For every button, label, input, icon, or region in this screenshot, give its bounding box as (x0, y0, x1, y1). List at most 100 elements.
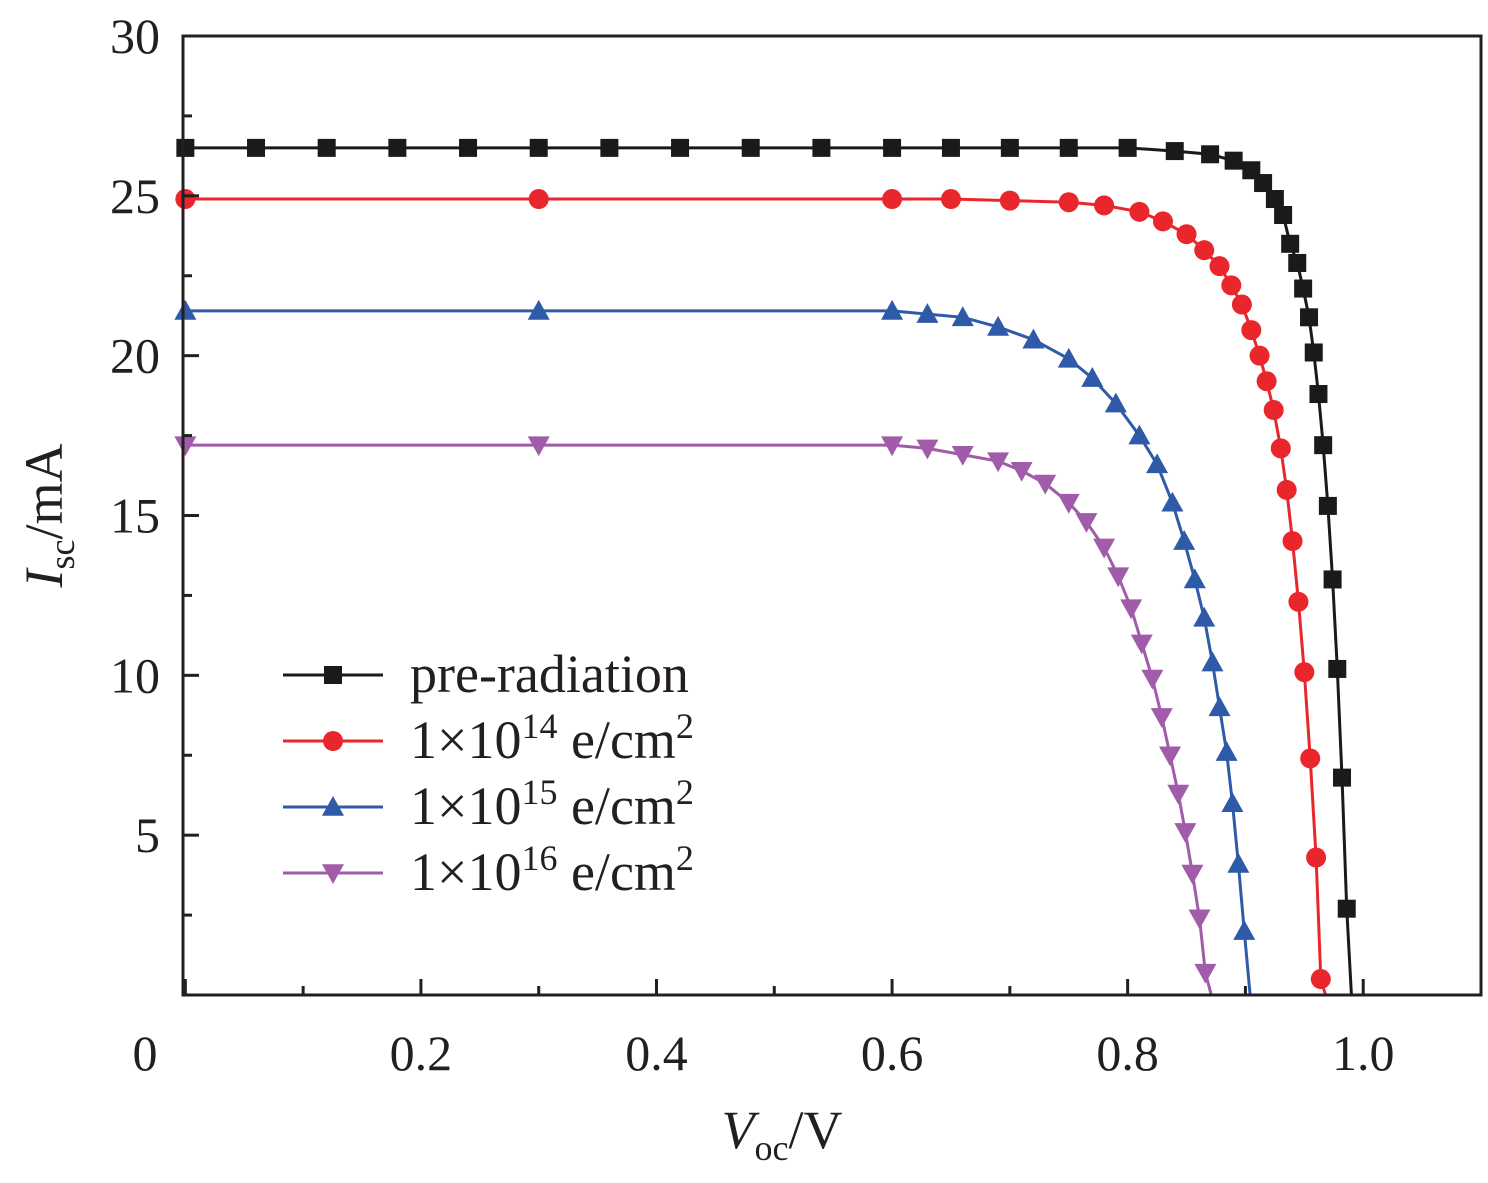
data-point (1194, 240, 1215, 261)
series-line (185, 146, 1357, 997)
data-point (1300, 308, 1319, 327)
data-point (529, 138, 548, 157)
x-axis-label-symbol: V (722, 1100, 761, 1160)
data-point (1215, 741, 1238, 761)
data-point (176, 138, 195, 157)
y-axis-label-symbol: I (14, 567, 74, 589)
series-layer (174, 138, 1357, 997)
legend-label-exponent: 15 (521, 772, 557, 812)
data-point (1249, 345, 1270, 366)
data-point (1328, 659, 1347, 678)
data-point (317, 138, 336, 157)
data-point (175, 189, 196, 210)
data-point (883, 138, 902, 157)
data-point (1146, 453, 1169, 474)
data-point (1201, 651, 1224, 672)
data-point (881, 436, 904, 457)
y-tick-label: 15 (110, 488, 160, 544)
data-point (1318, 496, 1337, 515)
data-point (1294, 662, 1315, 683)
data-point (1174, 823, 1197, 843)
data-point (1059, 138, 1078, 157)
data-point (1306, 847, 1327, 868)
data-point (1120, 599, 1143, 620)
x-tick-label: 1.0 (1332, 1025, 1395, 1081)
axes: 0 0.2 0.4 0.6 0.8 1.0 5 10 15 20 25 30 (110, 8, 1483, 1081)
data-point (1263, 400, 1284, 421)
y-tick-label: 20 (110, 328, 160, 384)
data-point (1221, 792, 1244, 812)
data-point (174, 436, 197, 457)
legend-swatch-marker (322, 796, 344, 816)
data-point (1130, 634, 1153, 655)
legend-label-text: pre-radiation (410, 644, 689, 704)
y-axis-label: Isc/mA (14, 444, 82, 589)
data-point (671, 138, 690, 157)
data-point (1227, 852, 1250, 873)
data-point (1254, 174, 1273, 193)
data-point (881, 299, 904, 320)
data-point (1188, 909, 1211, 930)
data-point (1104, 392, 1127, 413)
x-axis-label-subscript: oc (755, 1128, 789, 1168)
legend-label: 1×1014 e/cm2 (410, 706, 694, 770)
legend-label-unit-exponent: 2 (676, 838, 694, 878)
data-point (1183, 568, 1206, 589)
legend-swatch-marker (324, 666, 342, 684)
data-point (1208, 696, 1231, 717)
data-point (1265, 190, 1284, 209)
data-point (1129, 201, 1150, 222)
data-point (1233, 920, 1256, 940)
data-point (940, 189, 961, 210)
data-point (1193, 606, 1216, 627)
data-point (527, 436, 550, 457)
data-point (1181, 864, 1204, 885)
x-axis-label: Voc/V (722, 1100, 843, 1168)
legend-item: 1×1016 e/cm2 (283, 838, 694, 902)
y-tick-label: 5 (135, 807, 160, 863)
data-point (1294, 279, 1313, 298)
data-point (1256, 371, 1277, 392)
data-point (1057, 493, 1080, 514)
legend-label-unit-exponent: 2 (676, 706, 694, 746)
data-point (1128, 424, 1151, 445)
y-tick-label: 25 (110, 168, 160, 224)
y-tick-label: 10 (110, 647, 160, 703)
legend-label-unit-exponent: 2 (676, 772, 694, 812)
x-axis-label-unit: /V (788, 1100, 842, 1160)
data-point (1176, 224, 1197, 245)
series-4 (174, 436, 1224, 997)
data-point (941, 138, 960, 157)
data-point (1224, 151, 1243, 170)
series-line (185, 443, 1224, 997)
data-point (987, 315, 1010, 336)
data-point (1209, 256, 1230, 277)
data-point (1304, 343, 1323, 362)
data-point (459, 138, 478, 157)
data-point (812, 138, 831, 157)
data-point (1167, 784, 1190, 805)
data-point (951, 445, 974, 466)
x-tick-label: 0 (133, 1025, 158, 1081)
y-axis-label-subscript: sc (42, 540, 82, 570)
legend-swatch-marker (322, 864, 344, 884)
legend-item: pre-radiation (283, 644, 689, 704)
data-point (1288, 591, 1309, 612)
data-point (1161, 491, 1184, 512)
data-point (1022, 328, 1045, 349)
series-3 (174, 299, 1261, 997)
data-point (1173, 530, 1196, 550)
series-line (185, 309, 1261, 997)
data-point (247, 138, 266, 157)
data-point (1141, 669, 1164, 690)
data-point (1231, 294, 1252, 315)
data-point (1201, 145, 1220, 164)
x-tick-label: 0.2 (390, 1025, 453, 1081)
data-point (1194, 963, 1217, 984)
data-point (916, 439, 939, 460)
data-point (999, 190, 1020, 211)
data-point (1150, 708, 1173, 728)
data-point (1010, 461, 1033, 482)
